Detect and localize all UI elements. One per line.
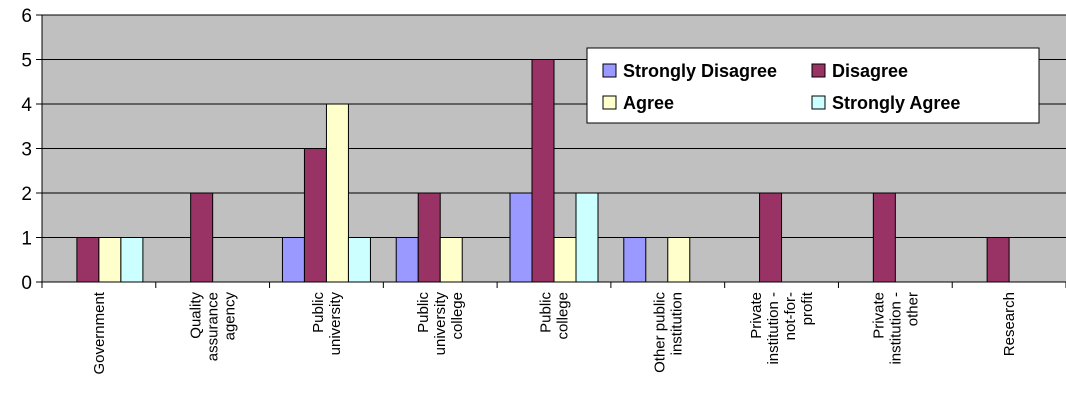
legend-entry: Strongly Disagree: [602, 61, 777, 81]
legend-swatch: [602, 63, 617, 78]
bar: [667, 237, 691, 283]
bar: [303, 148, 327, 283]
category-label-line: college: [449, 292, 466, 340]
bar: [325, 103, 349, 283]
bars: [76, 59, 1010, 283]
y-axis: 0 1 2 3 4 5 6: [21, 6, 43, 294]
category-label-line: university: [327, 292, 344, 356]
y-tick-label: 0: [21, 273, 32, 294]
legend-label: Strongly Agree: [832, 93, 960, 113]
bar: [509, 192, 533, 283]
category-label-line: Quality: [188, 292, 205, 339]
category-label: Private institution - other: [870, 292, 921, 365]
category-label-line: profit: [799, 291, 816, 325]
category-label-line: not-for-: [782, 292, 799, 340]
legend-label: Strongly Disagree: [623, 61, 777, 81]
category-label-line: Private: [748, 292, 765, 339]
category-label-line: other: [904, 292, 921, 326]
legend-box: [586, 47, 1040, 124]
category-label-line: Public: [415, 292, 432, 333]
category-label-line: institution -: [887, 292, 904, 365]
legend-label: Agree: [623, 93, 674, 113]
bar: [872, 192, 896, 283]
y-tick-label: 3: [21, 140, 32, 161]
bar: [623, 237, 647, 283]
category-label-line: Private: [870, 292, 887, 339]
category-label-line: Government: [91, 291, 108, 374]
bar: [120, 237, 144, 283]
bar: [575, 192, 599, 283]
bar: [553, 237, 577, 283]
category-label-line: college: [555, 292, 572, 340]
legend-swatch: [602, 95, 617, 110]
legend-entry: Strongly Agree: [811, 93, 960, 113]
category-label: Research: [1001, 292, 1018, 356]
bar: [395, 237, 419, 283]
legend-swatch: [811, 63, 826, 78]
category-label-line: agency: [222, 292, 239, 341]
y-tick-label: 4: [21, 95, 32, 116]
legend-entry: Disagree: [811, 61, 908, 81]
category-label-line: Other public: [651, 292, 668, 373]
category-label: Private institution - not-for-profit: [748, 291, 816, 364]
y-tick-label: 5: [21, 51, 32, 72]
y-tick-label: 2: [21, 184, 32, 205]
category-label-line: institution: [668, 292, 685, 355]
category-label: Public university college: [415, 292, 466, 356]
bar: [439, 237, 463, 283]
category-label-line: institution -: [765, 292, 782, 365]
category-label-line: assurance: [205, 292, 222, 361]
legend-swatch: [811, 95, 826, 110]
category-label: Government: [91, 291, 108, 374]
category-label: Public college: [538, 292, 572, 340]
bar: [190, 192, 214, 283]
category-label: Quality assurance agency: [188, 292, 239, 362]
y-tick-label: 1: [21, 229, 32, 250]
y-tick-label: 6: [21, 6, 32, 27]
bar: [759, 192, 783, 283]
bar: [531, 59, 555, 283]
category-label-line: Public: [538, 292, 555, 333]
legend-entry: Agree: [602, 93, 674, 113]
category-label-line: university: [432, 292, 449, 356]
bar: [76, 237, 100, 283]
bar: [986, 237, 1010, 283]
bar: [417, 192, 441, 283]
category-label: Other public institution: [651, 292, 685, 373]
category-label: Public university: [310, 292, 344, 356]
bar: [347, 237, 371, 283]
legend: Strongly Disagree Disagree Agree Strongly A…: [586, 47, 1040, 124]
category-label-line: Research: [1001, 292, 1018, 356]
category-label-line: Public: [310, 292, 327, 333]
x-axis: Government Quality assurance agency Public un…: [41, 281, 1066, 375]
bar: [98, 237, 122, 283]
bar: [281, 237, 305, 283]
legend-label: Disagree: [832, 61, 908, 81]
